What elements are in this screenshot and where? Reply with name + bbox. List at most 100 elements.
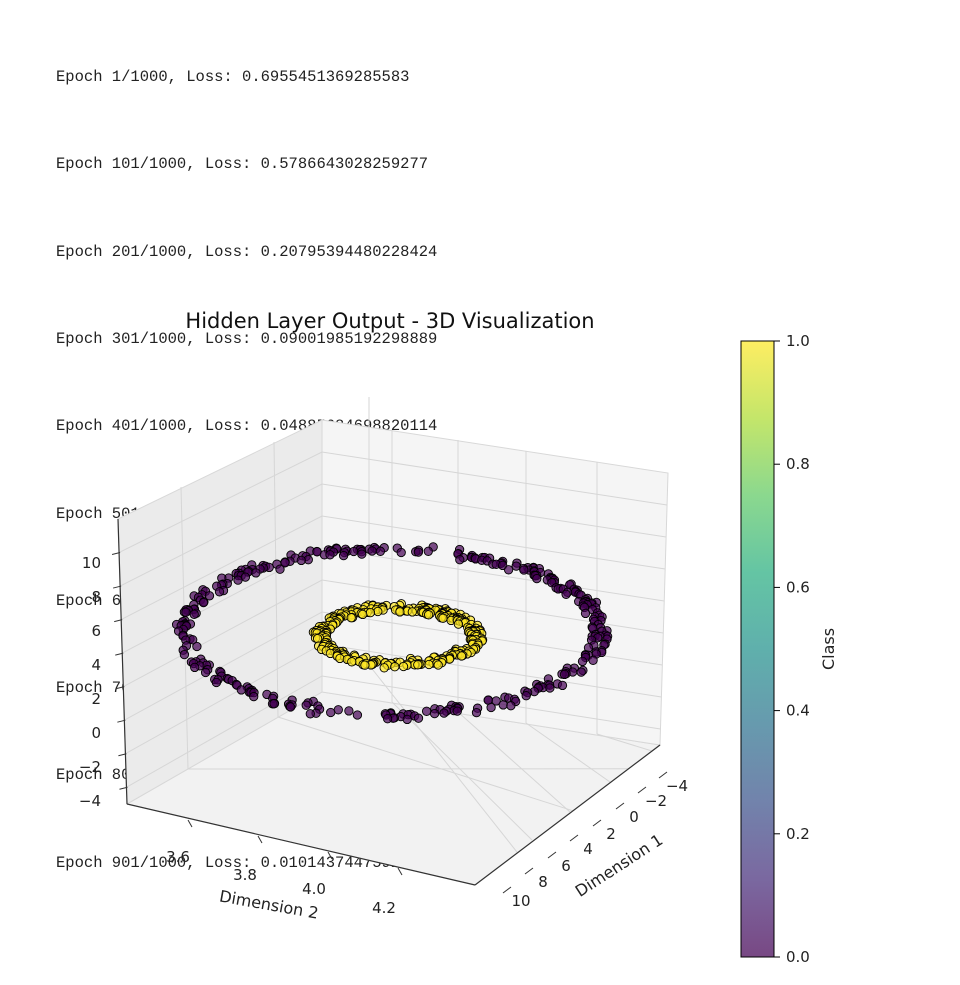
log-line: Epoch 301/1000, Loss: 0.0900198519229888… xyxy=(56,330,438,349)
x-tick-mark xyxy=(658,771,668,779)
pane-back-wall xyxy=(321,419,669,746)
data-point-class-0 xyxy=(452,706,462,716)
x-tick-mark xyxy=(615,802,625,810)
data-point-class-0 xyxy=(375,546,386,556)
data-point-class-0 xyxy=(561,589,571,599)
x-tick-mark xyxy=(637,786,647,794)
data-point-class-0 xyxy=(301,700,311,710)
data-point-class-0 xyxy=(503,565,514,575)
axis-lines xyxy=(117,518,661,886)
colorbar-frame xyxy=(740,340,775,958)
y-tick-label: 3.8 xyxy=(233,866,257,884)
data-point-class-0 xyxy=(439,708,449,718)
data-point-class-0 xyxy=(269,699,279,709)
data-point-class-1 xyxy=(312,633,323,644)
y-tick-labels: 3.6 3.8 4.0 4.2 xyxy=(166,819,403,917)
y-tick-mark xyxy=(327,851,333,860)
data-point-class-0 xyxy=(357,549,367,559)
grid-line xyxy=(126,675,661,788)
grid-line xyxy=(457,711,571,813)
colorbar: 0.0 0.2 0.4 0.6 0.8 1.0 Class xyxy=(740,332,838,966)
data-point-class-0 xyxy=(429,708,440,719)
log-line: Epoch 901/1000, Loss: 0.0101437447592616… xyxy=(56,853,447,872)
data-point-class-0 xyxy=(588,655,598,665)
data-point-class-0 xyxy=(519,565,529,575)
data-point-class-0 xyxy=(576,667,586,677)
data-point-class-0 xyxy=(192,641,202,652)
data-point-class-1 xyxy=(360,660,370,670)
data-point-class-0 xyxy=(233,575,243,585)
data-point-class-0 xyxy=(249,691,259,702)
data-point-class-1 xyxy=(398,661,409,672)
data-point-class-0 xyxy=(486,702,496,713)
colorbar-tick-label: 0.4 xyxy=(786,702,810,720)
data-point-class-1 xyxy=(407,607,417,617)
data-point-class-0 xyxy=(200,667,211,678)
log-line: Epoch 201/1000, Loss: 0.2079539448022842… xyxy=(56,242,438,261)
colorbar-ticks: 0.0 0.2 0.4 0.6 0.8 1.0 xyxy=(774,332,810,966)
data-point-class-1 xyxy=(395,607,405,617)
z-tick-label: 10 xyxy=(82,554,101,572)
data-point-class-0 xyxy=(198,597,209,608)
data-point-class-0 xyxy=(251,568,261,578)
data-point-class-0 xyxy=(367,546,377,556)
data-point-class-0 xyxy=(402,714,412,725)
y-tick-mark xyxy=(397,867,403,876)
colorbar-gradient xyxy=(741,341,774,957)
data-point-class-1 xyxy=(456,651,467,661)
z-tick-mark xyxy=(118,753,127,757)
y-axis-line xyxy=(126,803,476,886)
data-point-class-0 xyxy=(413,547,424,557)
x-tick-label: 0 xyxy=(629,808,639,826)
grid-line xyxy=(368,664,518,854)
data-point-class-0 xyxy=(179,649,190,660)
data-point-class-0 xyxy=(214,587,225,597)
grid-line xyxy=(525,722,611,783)
x-tick-label: 6 xyxy=(561,857,571,875)
data-point-class-0 xyxy=(181,607,191,617)
data-point-class-0 xyxy=(559,669,570,680)
z-tick-mark xyxy=(116,686,125,690)
data-point-class-0 xyxy=(189,609,199,619)
data-point-class-0 xyxy=(413,713,424,723)
data-point-class-1 xyxy=(358,609,368,620)
z-axis-line xyxy=(117,518,128,805)
data-point-class-1 xyxy=(423,610,434,620)
z-tick-label: 6 xyxy=(91,622,101,640)
data-point-class-0 xyxy=(352,710,363,720)
data-point-class-0 xyxy=(498,700,508,710)
data-point-class-1 xyxy=(346,613,356,623)
data-point-class-0 xyxy=(580,608,591,619)
data-point-class-0 xyxy=(521,691,531,701)
y-tick-label: 4.2 xyxy=(372,899,396,917)
z-tick-label: −2 xyxy=(79,758,101,776)
z-tick-label: 8 xyxy=(91,588,101,606)
data-point-class-1 xyxy=(365,607,376,618)
data-point-class-1 xyxy=(390,662,400,672)
data-point-class-0 xyxy=(204,591,215,601)
chart-title: Hidden Layer Output - 3D Visualization xyxy=(185,309,594,333)
x-tick-label: 4 xyxy=(583,840,593,858)
x-tick-mark xyxy=(524,867,534,875)
z-tick-mark xyxy=(114,619,123,623)
data-point-class-0 xyxy=(338,550,349,561)
colorbar-tick-label: 0.6 xyxy=(786,578,810,596)
data-point-class-0 xyxy=(190,662,200,673)
y-tick-label: 3.6 xyxy=(166,848,190,866)
x-axis-line xyxy=(474,744,661,886)
x-tick-mark xyxy=(569,834,579,842)
z-tick-label: 2 xyxy=(91,690,101,708)
colorbar-tick-label: 0.8 xyxy=(786,455,810,473)
data-point-class-0 xyxy=(305,709,315,719)
data-point-class-1 xyxy=(413,660,423,670)
scatter-points xyxy=(171,542,613,725)
data-point-class-1 xyxy=(453,619,464,629)
x-tick-mark xyxy=(547,851,557,859)
data-point-class-0 xyxy=(421,706,432,716)
data-point-class-1 xyxy=(424,659,434,670)
grid-line xyxy=(391,701,533,841)
data-point-class-0 xyxy=(545,683,555,693)
data-point-class-0 xyxy=(326,707,336,718)
data-point-class-0 xyxy=(471,707,482,718)
